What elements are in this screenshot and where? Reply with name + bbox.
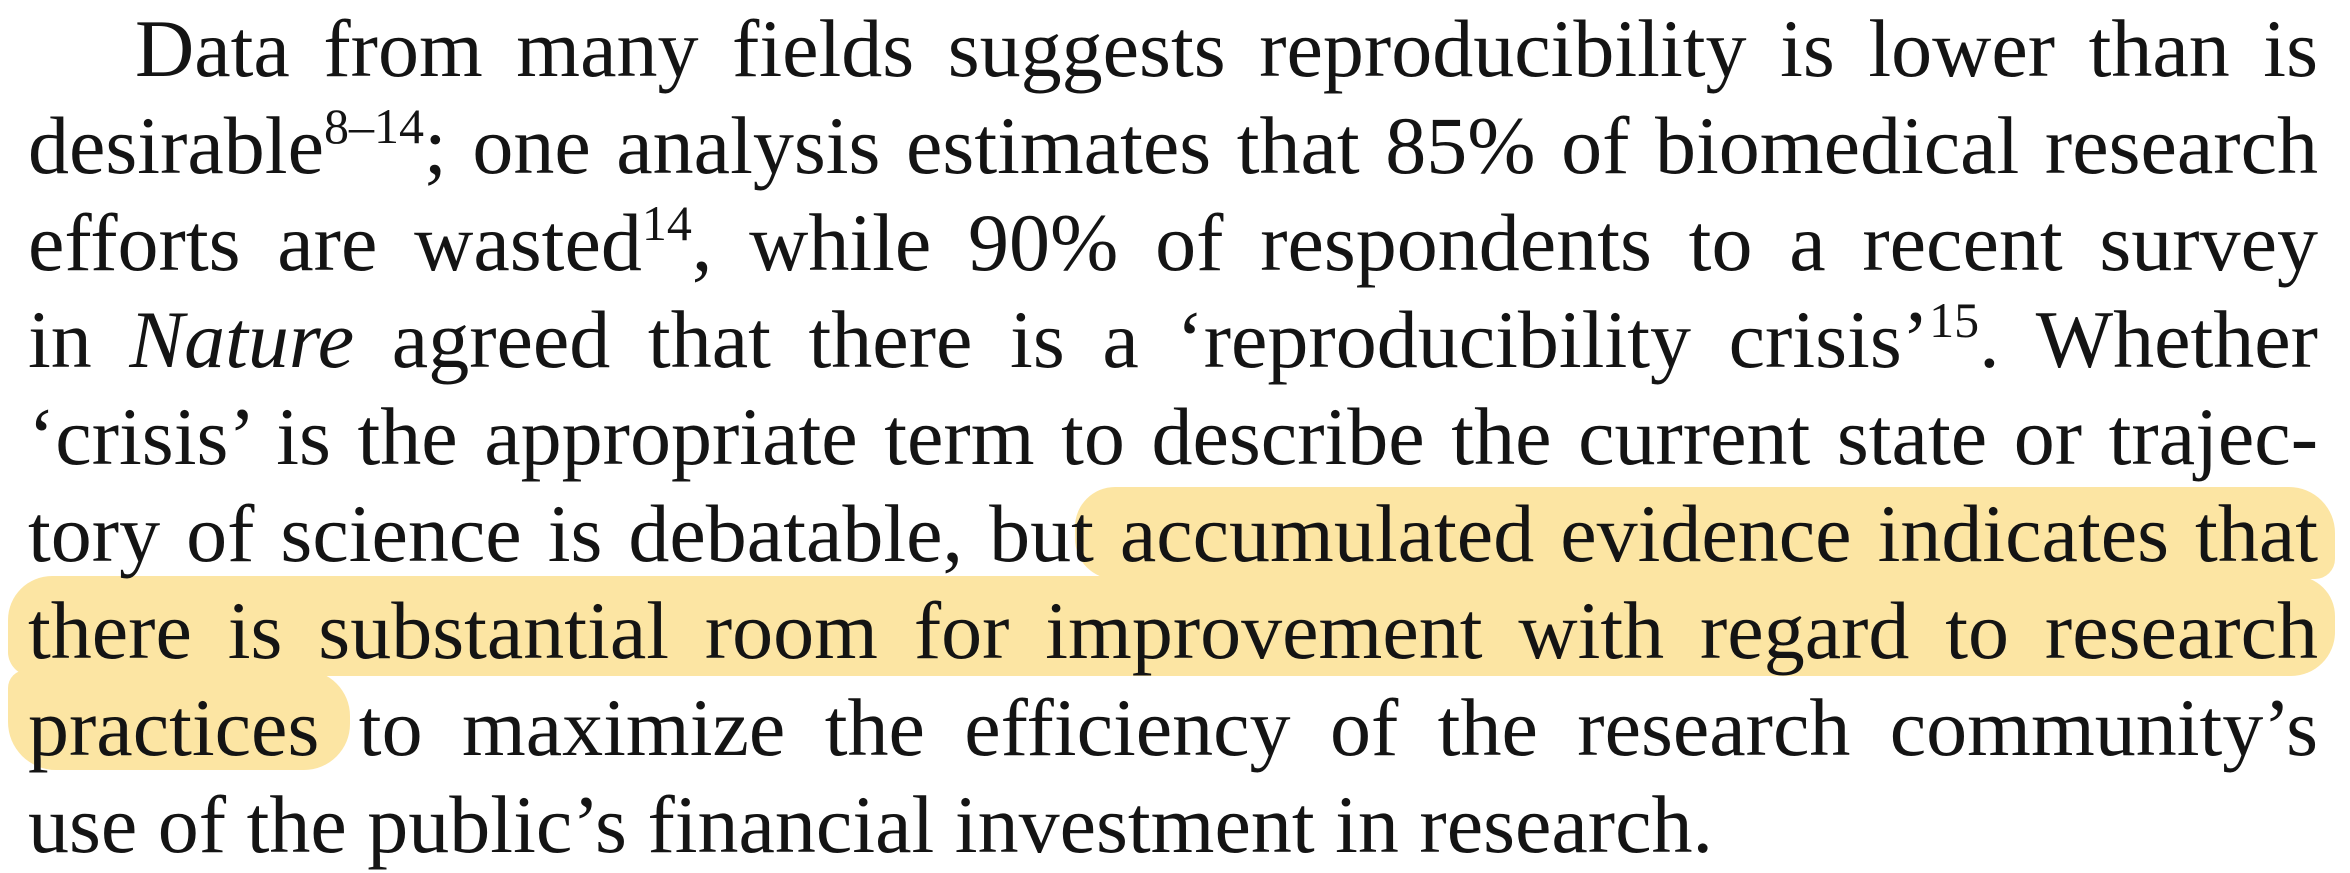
- highlighted-text: accumulated evidence indicates that: [1119, 488, 2319, 579]
- line-text: use of the public’s financial investment…: [28, 779, 1714, 870]
- line-text: , while 90% of respondents to a recent s…: [691, 197, 2319, 288]
- line-text: to maximize the efficiency of the resear…: [319, 682, 2318, 773]
- journal-name: Nature: [129, 294, 355, 385]
- paragraph-line-6: tory of science is debatable, but accumu…: [28, 485, 2318, 582]
- highlight-segment-2: [8, 576, 2335, 676]
- paragraph-line-4: in Nature agreed that there is a ‘reprod…: [28, 291, 2318, 388]
- line-text: . Whether: [1979, 294, 2318, 385]
- paragraph-line-9: use of the public’s financial investment…: [28, 776, 2318, 873]
- citation-superscript: 15: [1929, 292, 1980, 348]
- citation-superscript: 14: [641, 195, 692, 251]
- paragraph-line-3: efforts are wasted14, while 90% of respo…: [28, 194, 2318, 291]
- line-text: Data from many fields suggests reproduci…: [135, 3, 2318, 94]
- paragraph-line-2: desirable8–14; one analysis estimates th…: [28, 97, 2318, 194]
- citation-superscript: 8–14: [323, 98, 424, 154]
- line-text: ‘crisis’ is the appropriate term to desc…: [28, 391, 2318, 482]
- paragraph-line-5: ‘crisis’ is the appropriate term to desc…: [28, 388, 2318, 485]
- paragraph-line-8: practices to maximize the efficiency of …: [28, 679, 2318, 776]
- paragraph-line-7: there is substantial room for improvemen…: [28, 582, 2318, 679]
- line-text: desirable: [28, 100, 324, 191]
- line-text: ; one analysis estimates that 85% of bio…: [423, 100, 2318, 191]
- highlighted-text: there is substantial room for improvemen…: [28, 585, 2318, 676]
- paragraph-line-1: Data from many fields suggests reproduci…: [135, 0, 2318, 97]
- highlight-segment-1: [1075, 487, 2335, 579]
- highlight-segment-3: [8, 670, 350, 770]
- line-text: agreed that there is a ‘reproducibility …: [354, 294, 1930, 385]
- line-text: tory of science is debatable, but: [28, 488, 1120, 579]
- line-text: efforts are wasted: [28, 197, 642, 288]
- highlighted-text: practices: [28, 682, 320, 773]
- line-text: in: [28, 294, 130, 385]
